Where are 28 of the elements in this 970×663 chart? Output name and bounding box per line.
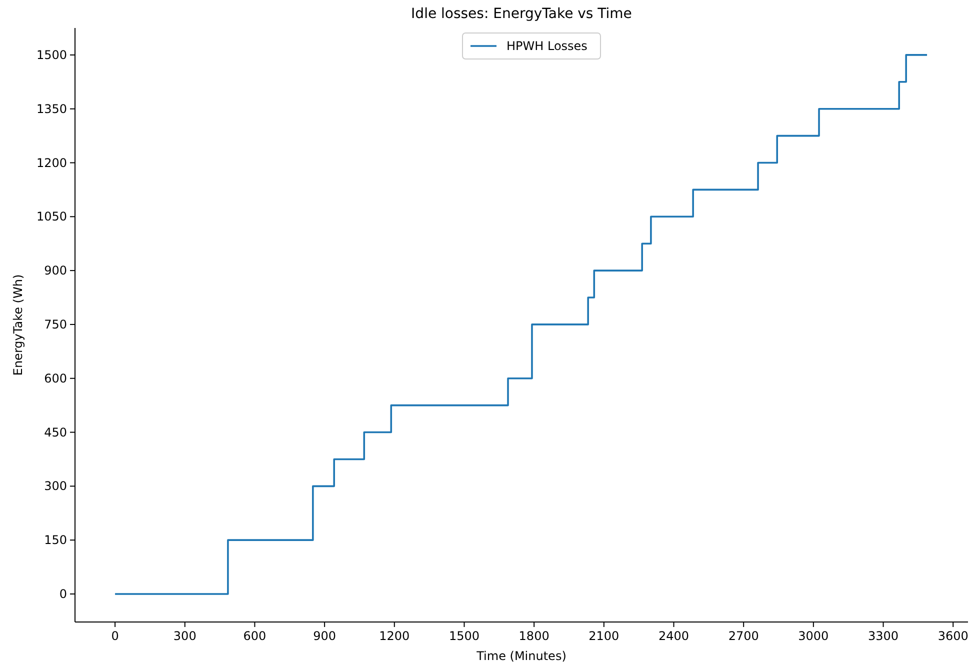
x-tick-label: 3600: [938, 629, 968, 643]
y-tick-label: 1500: [36, 48, 67, 62]
chart-title: Idle losses: EnergyTake vs Time: [411, 6, 632, 22]
y-tick-label: 900: [44, 264, 67, 278]
y-tick-label: 750: [44, 317, 67, 332]
y-tick-label: 450: [44, 425, 67, 440]
x-tick-label: 3300: [868, 629, 899, 643]
y-tick-label: 1350: [36, 102, 67, 116]
y-tick-label: 1050: [36, 210, 67, 224]
y-tick-label: 300: [44, 479, 67, 494]
x-tick-label: 900: [313, 629, 336, 643]
x-tick-label: 3000: [798, 629, 829, 643]
y-tick-label: 600: [44, 371, 67, 386]
x-tick-label: 2400: [658, 629, 690, 643]
x-tick-label: 1800: [518, 629, 550, 643]
y-tick-label: 150: [44, 533, 67, 548]
x-axis-title: Time (Minutes): [476, 649, 566, 663]
x-tick-label: 0: [111, 629, 119, 643]
y-axis-title: EnergyTake (Wh): [11, 274, 25, 376]
y-tick-label: 0: [59, 586, 67, 601]
y-tick-label: 1200: [36, 156, 67, 170]
x-tick-label: 1500: [448, 629, 480, 643]
x-tick-label: 600: [243, 629, 266, 643]
x-tick-label: 1200: [379, 629, 410, 643]
x-tick-label: 2100: [588, 629, 620, 643]
x-tick-label: 300: [173, 629, 196, 643]
legend-label: HPWH Losses: [506, 39, 588, 53]
x-tick-label: 2700: [728, 629, 759, 643]
